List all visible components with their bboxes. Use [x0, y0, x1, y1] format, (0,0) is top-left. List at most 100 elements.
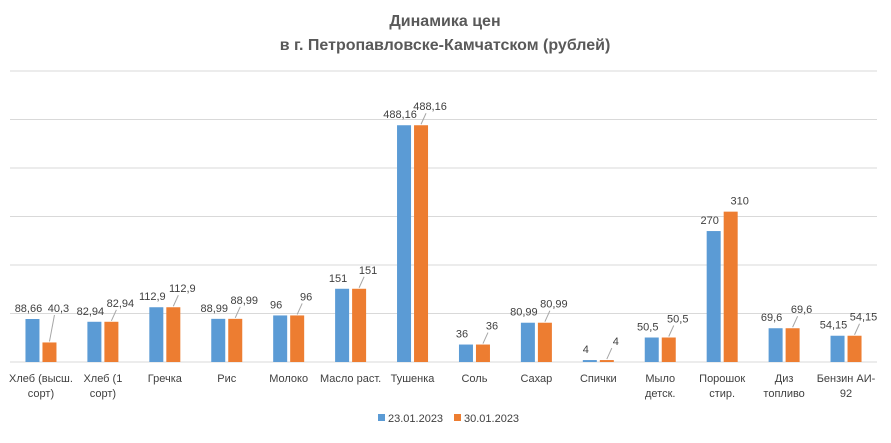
category-label: Соль — [461, 373, 487, 385]
bar-s2 — [228, 318, 243, 362]
category-labels: Хлеб (высш. сорт) Хлеб (1 сорт) Гречка Рис Мол… — [9, 373, 876, 400]
data-label: 4 — [613, 336, 619, 348]
bar-s1 — [830, 335, 845, 362]
data-label: 36 — [486, 321, 498, 333]
bar-s1 — [397, 125, 412, 362]
bars — [25, 125, 862, 362]
leader-line — [48, 314, 55, 342]
leader-line — [544, 310, 551, 322]
bar-s2 — [537, 322, 552, 362]
data-label: 69,6 — [761, 312, 782, 324]
bar-s2 — [599, 360, 614, 362]
category-label: Спички — [580, 373, 617, 385]
data-label: 112,9 — [139, 291, 166, 303]
leader-line — [234, 306, 241, 319]
data-label: 40,3 — [48, 303, 69, 315]
leader-line — [854, 323, 860, 335]
bar-s1 — [520, 322, 535, 362]
category-label: Хлеб (1 — [83, 373, 122, 385]
category-label: Хлеб (высш. — [9, 373, 73, 385]
bar-s2 — [414, 125, 429, 362]
leader-line — [420, 113, 427, 125]
category-label: сорт) — [90, 388, 116, 400]
category-label: Тушенка — [391, 373, 436, 385]
data-label: 50,5 — [637, 322, 658, 334]
data-label: 54,15 — [850, 312, 878, 324]
category-label: детск. — [645, 388, 675, 400]
category-label: Порошок — [699, 373, 745, 385]
leader-line — [668, 325, 675, 337]
leader-line — [296, 303, 303, 315]
chart-title-line1: Динамика цен — [389, 13, 500, 30]
category-label: сорт) — [28, 388, 54, 400]
data-label: 80,99 — [540, 299, 568, 311]
bar-s2 — [475, 344, 490, 362]
data-label: 488,16 — [383, 109, 417, 121]
data-label: 69,6 — [791, 304, 812, 316]
data-label: 80,99 — [510, 307, 538, 319]
category-label: Сахар — [520, 373, 552, 385]
data-label: 488,16 — [413, 101, 447, 113]
bar-s2 — [352, 288, 367, 362]
leader-line — [358, 276, 365, 288]
category-label: Рис — [217, 373, 236, 385]
data-label: 88,99 — [200, 303, 228, 315]
bar-s1 — [582, 360, 597, 362]
data-label: 270 — [700, 215, 718, 227]
bar-s1 — [87, 321, 102, 362]
category-label: 92 — [840, 388, 852, 400]
bar-s2 — [104, 321, 119, 362]
data-label: 96 — [300, 291, 312, 303]
bar-s2 — [290, 315, 305, 362]
category-label: Гречка — [148, 373, 183, 385]
bar-s2 — [723, 211, 738, 362]
data-label: 88,66 — [15, 303, 43, 315]
data-label: 50,5 — [667, 314, 688, 326]
legend-label: 30.01.2023 — [464, 413, 519, 425]
leader-line — [792, 316, 799, 328]
category-label: Бензин АИ- — [817, 373, 876, 385]
chart-title-line2: в г. Петропавловске-Камчатском (рублей) — [280, 37, 611, 54]
category-label: Масло раст. — [320, 373, 381, 385]
bar-s2 — [847, 335, 862, 362]
data-label: 310 — [730, 196, 748, 208]
bar-s1 — [768, 328, 783, 362]
category-label: топливо — [763, 388, 804, 400]
legend-swatch — [378, 414, 385, 421]
legend-label: 23.01.2023 — [388, 413, 443, 425]
category-label: Диз — [775, 373, 794, 385]
category-label: Мыло — [645, 373, 675, 385]
data-label: 151 — [359, 265, 377, 277]
data-label: 88,99 — [230, 295, 258, 307]
bar-s1 — [335, 288, 350, 362]
bar-s2 — [661, 337, 676, 362]
data-label: 112,9 — [169, 283, 196, 295]
bar-s1 — [458, 344, 473, 362]
leader-line — [110, 309, 117, 321]
bar-s1 — [706, 231, 721, 362]
label-leader-lines — [48, 113, 860, 360]
data-label: 54,15 — [820, 320, 848, 332]
bar-s2 — [42, 342, 57, 362]
data-label: 82,94 — [77, 306, 105, 318]
bar-s1 — [211, 318, 226, 362]
legend-swatch — [454, 414, 461, 421]
leader-line — [606, 347, 613, 360]
bar-s2 — [166, 307, 181, 362]
data-label: 4 — [583, 344, 589, 356]
category-label: стир. — [709, 388, 735, 400]
data-label: 151 — [329, 273, 347, 285]
data-label: 36 — [456, 329, 468, 341]
data-label: 82,94 — [107, 298, 135, 310]
leader-line — [482, 332, 489, 344]
bar-s1 — [273, 315, 288, 362]
gridlines — [10, 70, 877, 363]
category-label: Молоко — [269, 373, 308, 385]
bar-s2 — [785, 328, 800, 362]
bar-s1 — [25, 318, 40, 362]
bar-s1 — [644, 337, 659, 362]
legend: 23.01.2023 30.01.2023 — [378, 413, 519, 425]
